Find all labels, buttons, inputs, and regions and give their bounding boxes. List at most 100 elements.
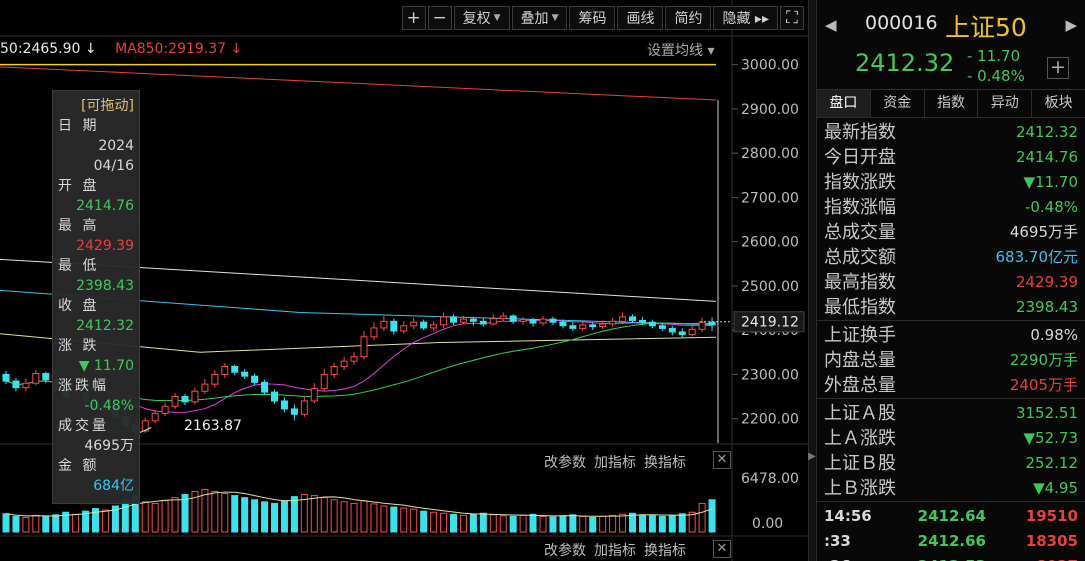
candle-body (360, 336, 368, 358)
volume-bar (698, 502, 706, 533)
swap-indicator-button[interactable]: 换指标 (644, 455, 686, 471)
hide-button[interactable]: 隐藏 ▸▸ (713, 6, 778, 30)
candle-body (489, 318, 497, 325)
volume-bar (539, 515, 547, 533)
candle-body (569, 325, 577, 329)
tab-yidong[interactable]: 异动 (978, 90, 1033, 117)
candle-body (161, 405, 169, 414)
volume-bar (22, 516, 30, 533)
volume-bar (191, 490, 199, 533)
prev-stock-icon[interactable]: ◀ (825, 16, 837, 34)
ma850-value: MA850:2919.37 ↓ (115, 41, 243, 57)
volume-bar (380, 505, 388, 533)
change-value: ▼ 11.70 (78, 358, 134, 374)
volume-bar (410, 508, 418, 533)
tab-pankou[interactable]: 盘口 (817, 90, 871, 117)
fuquan-dropdown[interactable]: 复权 ▼ (453, 6, 510, 30)
chip-button[interactable]: 筹码 (569, 6, 616, 30)
change-params-button[interactable]: 改参数 (544, 543, 586, 559)
simple-mode-button[interactable]: 简约 (665, 6, 712, 30)
next-stock-icon[interactable]: ▶ (1065, 16, 1077, 34)
volume-bar (559, 515, 567, 533)
candle-body (599, 323, 607, 328)
volume-bar (589, 516, 597, 533)
stat-label: 总成交量 (824, 222, 896, 243)
tab-bankuai[interactable]: 板块 (1044, 95, 1073, 111)
volume-bar (161, 500, 169, 533)
volume-bar (121, 499, 129, 533)
tab-zijin[interactable]: 资金 (871, 90, 925, 117)
tick-volume: 19510 (1025, 507, 1078, 525)
candle-body (499, 315, 507, 320)
open-label: 开 盘 (58, 178, 100, 194)
stat-value: 0.98% (1030, 326, 1078, 344)
volume-axis-label: 0.00 (752, 516, 783, 532)
drag-handle-label[interactable]: [可拖动] (81, 98, 134, 114)
overlay-label: 叠加 (520, 11, 549, 27)
candle-body (211, 373, 219, 385)
candle-body (629, 316, 636, 321)
volume-axis-label: 6478.00 (741, 471, 799, 487)
kline-chart-area[interactable]: 3000.00 2900.00 2800.00 2700.00 2600.00 2500.… (0, 0, 808, 561)
change-pct-label: 涨跌幅 (58, 378, 109, 394)
stat-label: 上Ｂ涨跌 (824, 478, 896, 499)
quote-stats-b: 上证换手 0.98% 内盘总量 2290万手 外盘总量 2405万手 (817, 320, 1085, 398)
quote-stats-c: 上证Ａ股 3152.51 上Ａ涨跌 ▼52.73 上证Ｂ股 252.12 上Ｂ涨跌 ▼4.95 (817, 398, 1085, 501)
volume-bar (668, 514, 676, 533)
candle-info-panel[interactable]: [可拖动] 日 期 2024 04/16 开 盘 2414.76 最 高 242… (52, 90, 140, 504)
stat-value: 2429.39 (1015, 273, 1078, 291)
zoom-out-button[interactable]: − (427, 6, 452, 30)
volume-bar (648, 515, 656, 533)
date-year: 2024 (98, 138, 134, 154)
add-indicator-button[interactable]: 加指标 (594, 455, 636, 471)
candle-body (658, 325, 666, 329)
fullscreen-icon[interactable]: ⛶ (780, 6, 804, 30)
candle-body (390, 320, 398, 332)
stat-value: -0.48% (1024, 198, 1078, 216)
stat-row: 上Ａ涨跌 ▼52.73 (817, 426, 1085, 451)
stat-value: 252.12 (1025, 454, 1079, 472)
volume-bar (231, 495, 239, 533)
close-label: 收 盘 (58, 298, 100, 314)
add-indicator-button[interactable]: 加指标 (594, 543, 636, 559)
y-axis-label: 2200.00 (741, 412, 799, 428)
tab-zhishu[interactable]: 指数 (925, 90, 979, 117)
overlay-dropdown[interactable]: 叠加 ▼ (511, 6, 568, 30)
volume-bar (450, 513, 457, 533)
high-label: 最 高 (58, 218, 100, 234)
volume-bar (469, 513, 477, 533)
candle-body (400, 325, 408, 332)
stat-label: 总成交额 (824, 247, 896, 268)
close-icon[interactable]: ✕ (713, 540, 731, 558)
side-tabs: 盘口 资金 指数 异动 板块 (817, 90, 1085, 118)
volume-bar (609, 514, 617, 533)
last-price-label: 2419.12 (741, 315, 799, 331)
stat-row: 指数涨幅 -0.48% (817, 195, 1085, 220)
zoom-in-button[interactable]: + (401, 6, 426, 30)
panel-splitter[interactable] (808, 0, 816, 561)
change-params-button[interactable]: 改参数 (544, 455, 586, 471)
fuquan-label: 复权 (462, 11, 491, 27)
swap-indicator-button[interactable]: 换指标 (644, 543, 686, 559)
kline-chart-svg[interactable]: 3000.00 2900.00 2800.00 2700.00 2600.00 2500.… (0, 0, 808, 561)
volume-bar (300, 494, 308, 533)
candle-body (151, 412, 159, 422)
candle-body (579, 324, 587, 329)
close-icon[interactable]: ✕ (713, 451, 731, 469)
draw-line-button[interactable]: 画线 (617, 6, 664, 30)
stat-row: 总成交量 4695万手 (817, 220, 1085, 245)
candle-body (300, 400, 308, 415)
stat-value: ▼11.70 (1023, 173, 1078, 191)
add-watchlist-button[interactable]: + (1047, 57, 1069, 79)
splitter-grip-icon[interactable]: ▶ (808, 451, 816, 462)
candle-body (271, 391, 278, 402)
candle-body (589, 324, 597, 328)
candle-body (290, 408, 298, 415)
stat-label: 上证Ｂ股 (824, 453, 896, 474)
candle-body (12, 380, 20, 389)
volume-bar (320, 497, 328, 533)
candle-body (539, 318, 547, 324)
ma-settings-button[interactable]: 设置均线 ▾ (647, 43, 715, 59)
candle-body (32, 373, 40, 384)
stat-value: 2398.43 (1015, 298, 1078, 316)
